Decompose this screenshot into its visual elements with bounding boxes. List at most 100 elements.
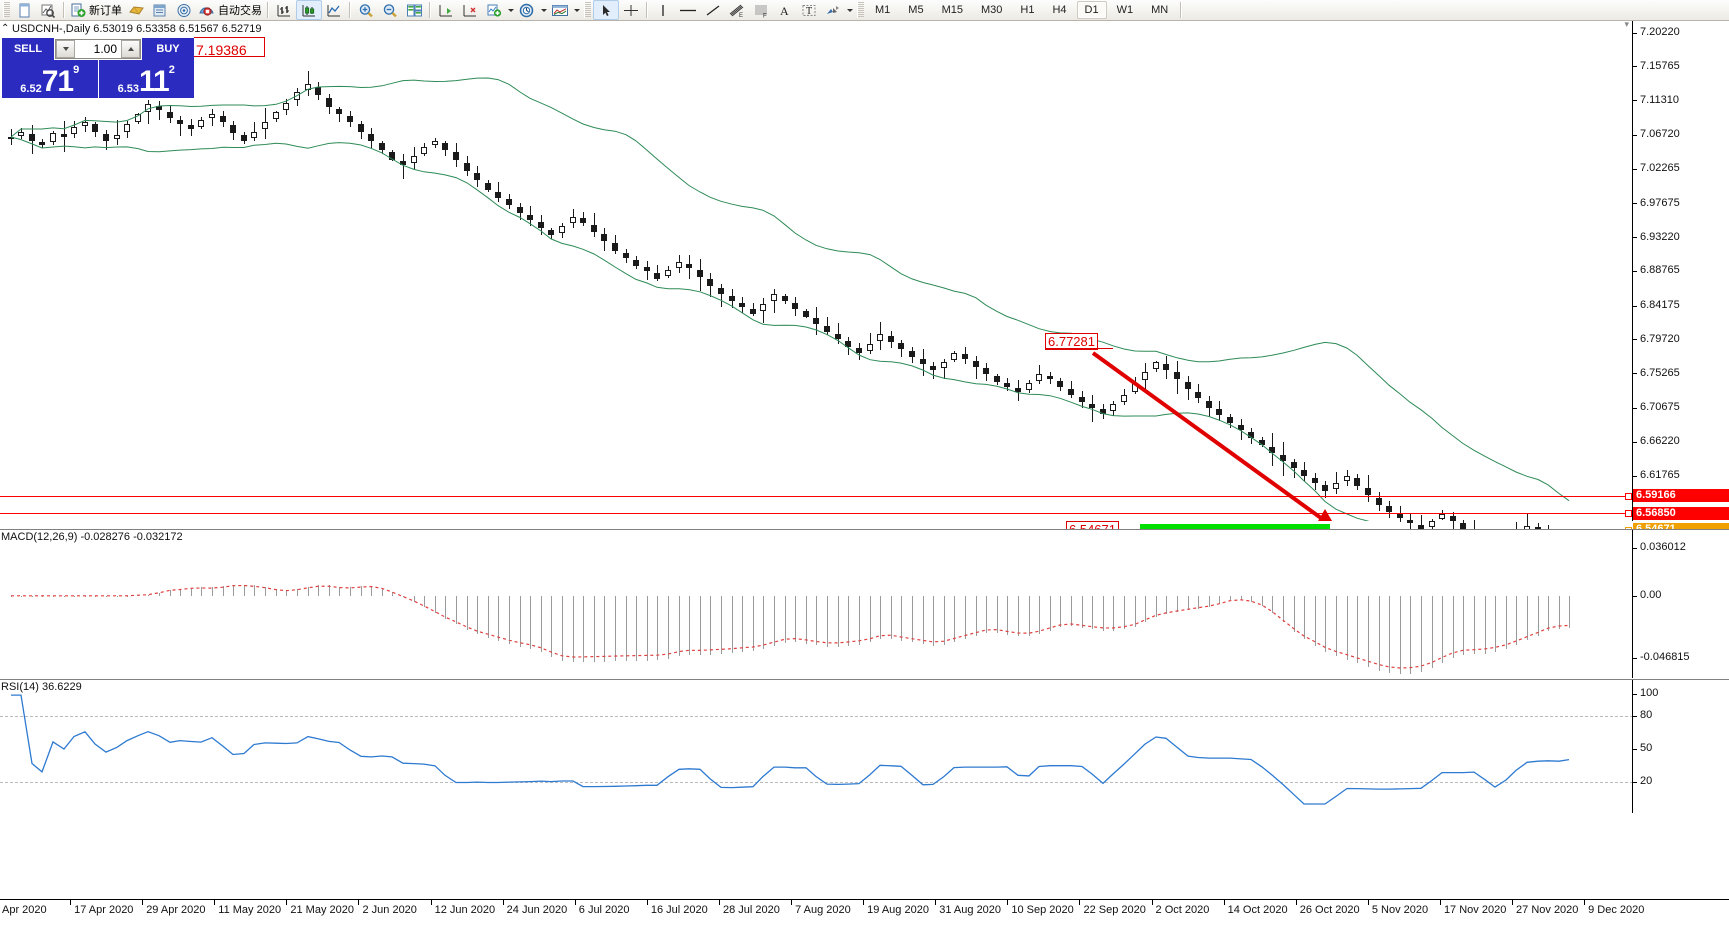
macd-subwindow[interactable]: MACD(12,26,9) -0.028276 -0.032172 0.0360… [0, 529, 1729, 678]
downtrend-arrow-line[interactable] [0, 21, 1633, 521]
rsi-subwindow[interactable]: RSI(14) 36.6229 100 80 50 20 [0, 679, 1729, 813]
macd-pane[interactable] [0, 530, 1633, 678]
tab-m5[interactable]: M5 [908, 4, 924, 16]
tab-h4[interactable]: H4 [1052, 4, 1067, 16]
clock-icon[interactable] [515, 1, 539, 19]
text-icon[interactable]: A [773, 1, 797, 19]
tab-m30[interactable]: M30 [980, 4, 1003, 16]
tab-w1[interactable]: W1 [1116, 4, 1134, 16]
candle-body [792, 303, 798, 309]
candle-body [633, 260, 639, 266]
fibonacci-icon[interactable]: F [749, 1, 773, 19]
auto-trading-icon[interactable]: 自动交易 [196, 1, 264, 19]
candle-body [548, 229, 554, 236]
trendline-icon[interactable] [701, 1, 725, 19]
line-anchor-handle[interactable] [1625, 510, 1632, 518]
volume-decrease-icon[interactable] [56, 40, 75, 58]
toolbar-separator-5 [646, 2, 648, 18]
horizontal-price-line[interactable] [0, 513, 1633, 515]
date-tick [1007, 900, 1009, 905]
candle-body [559, 225, 565, 234]
candlestick-icon[interactable] [296, 0, 322, 20]
vertical-line-icon[interactable] [651, 1, 675, 19]
template-dropdown-icon[interactable] [572, 1, 581, 19]
tab-m1[interactable]: M1 [875, 4, 891, 16]
cursor-arrow-icon[interactable] [593, 0, 619, 20]
candle-body [209, 114, 215, 119]
price-tick: 6.88765 [1633, 264, 1729, 276]
drawing-toolbar-grip[interactable] [584, 2, 591, 18]
tab-m15[interactable]: M15 [941, 4, 963, 16]
price-level-label[interactable]: 6.56850 [1633, 506, 1729, 520]
gold-bar-icon[interactable] [124, 1, 148, 19]
horizontal-line-icon[interactable] [675, 1, 701, 19]
tab-h1[interactable]: H1 [1020, 4, 1035, 16]
macd-histogram-bar [456, 595, 457, 625]
date-tick [358, 900, 360, 905]
document-icon[interactable] [12, 1, 36, 19]
macd-histogram-bar [414, 595, 415, 602]
buy-button[interactable]: BUY [142, 38, 194, 60]
indicator-dropdown-icon[interactable] [506, 1, 515, 19]
volume-stepper[interactable]: 1.00 [55, 39, 141, 59]
macd-histogram-bar [657, 595, 658, 661]
timeframe-toolbar-grip[interactable] [857, 2, 864, 18]
auto-scroll-icon[interactable] [458, 1, 482, 19]
macd-histogram-bar [371, 585, 372, 596]
template-icon[interactable] [548, 1, 572, 19]
date-tick-label: 10 Sep 2020 [1011, 904, 1074, 916]
main-toolbar: 新订单 自动交易 [0, 0, 1729, 21]
price-axis[interactable]: 7.20220 7.15765 7.11310 7.06720 7.02265 6.976… [1632, 21, 1729, 588]
sell-button[interactable]: SELL [2, 38, 54, 60]
candle-body [1036, 374, 1042, 381]
line-chart-icon[interactable] [322, 1, 346, 19]
volume-increase-icon[interactable] [121, 40, 140, 58]
macd-histogram-bar [933, 595, 934, 646]
equidistant-channel-icon[interactable]: E [725, 1, 749, 19]
date-axis[interactable]: Apr 2020 17 Apr 2020 29 Apr 2020 11 May 202… [0, 899, 1729, 924]
chart-shift-icon[interactable] [434, 1, 458, 19]
zoom-in-icon[interactable] [354, 1, 378, 19]
period-dropdown-icon[interactable] [539, 1, 548, 19]
price-level-label[interactable]: 6.59166 [1633, 489, 1729, 503]
data-window-icon[interactable] [148, 1, 172, 19]
text-label-icon[interactable]: T [797, 1, 821, 19]
toolbar-grip[interactable] [3, 2, 10, 18]
candle-body [251, 131, 257, 139]
crosshair-icon[interactable] [619, 1, 643, 19]
candle-body [305, 83, 311, 90]
arrows-dropdown-icon[interactable] [845, 1, 854, 19]
candle-body [167, 112, 173, 119]
horizontal-price-line[interactable] [0, 495, 1633, 497]
one-click-trading-panel[interactable]: SELL 1.00 BUY 6.52 71 9 6.53 11 2 [2, 38, 194, 98]
candle-body [294, 91, 300, 101]
chart-window[interactable]: ⌃ USDCNH-,Daily 6.53019 6.53358 6.51567 … [0, 19, 1729, 946]
tab-mn[interactable]: MN [1151, 4, 1169, 16]
tab-d1[interactable]: D1 [1076, 1, 1107, 19]
line-anchor-handle[interactable] [1625, 492, 1632, 500]
scroll-indicator[interactable]: ▾ [1624, 19, 1629, 29]
tile-windows-icon[interactable] [402, 1, 426, 19]
indicator-add-icon[interactable] [482, 1, 506, 19]
bar-chart-icon[interactable] [272, 1, 296, 19]
volume-input[interactable]: 1.00 [75, 40, 121, 58]
candle-body [432, 140, 438, 146]
top-price-label[interactable]: 7.19386 [196, 42, 247, 58]
sell-price[interactable]: 6.52 71 9 [2, 60, 98, 98]
date-tick-label: 17 Apr 2020 [74, 904, 134, 916]
macd-histogram-bar [244, 584, 245, 596]
candle-body [453, 152, 459, 160]
buy-price[interactable]: 6.53 11 2 [97, 60, 195, 98]
support-zone-highlight[interactable] [1140, 523, 1330, 533]
arrows-icon[interactable] [821, 1, 845, 19]
navigator-icon[interactable] [172, 1, 196, 19]
price-pane[interactable]: 6.772816.546717.19386多空转折点 [0, 21, 1633, 586]
date-tick [646, 900, 648, 905]
zoom-out-icon[interactable] [378, 1, 402, 19]
new-order-button[interactable]: 新订单 [68, 1, 124, 19]
swing-high-label[interactable]: 6.77281 [1045, 333, 1098, 350]
price-tick: 6.97675 [1633, 197, 1729, 209]
magnifier-chart-icon[interactable] [36, 1, 60, 19]
date-tick [214, 900, 216, 905]
rsi-pane[interactable] [0, 680, 1633, 813]
